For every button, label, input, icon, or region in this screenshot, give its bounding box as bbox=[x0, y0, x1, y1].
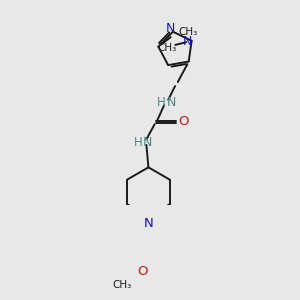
Text: N: N bbox=[166, 96, 176, 109]
Text: O: O bbox=[178, 115, 188, 128]
Text: N: N bbox=[144, 217, 153, 230]
Text: N: N bbox=[143, 136, 152, 148]
Text: CH₃: CH₃ bbox=[179, 27, 198, 37]
Text: CH₃: CH₃ bbox=[113, 280, 132, 290]
Text: N: N bbox=[165, 22, 175, 35]
Text: N: N bbox=[183, 35, 192, 48]
Text: CH₃: CH₃ bbox=[158, 43, 177, 53]
Text: O: O bbox=[138, 265, 148, 278]
Text: H: H bbox=[134, 136, 142, 148]
Text: H: H bbox=[157, 96, 166, 109]
